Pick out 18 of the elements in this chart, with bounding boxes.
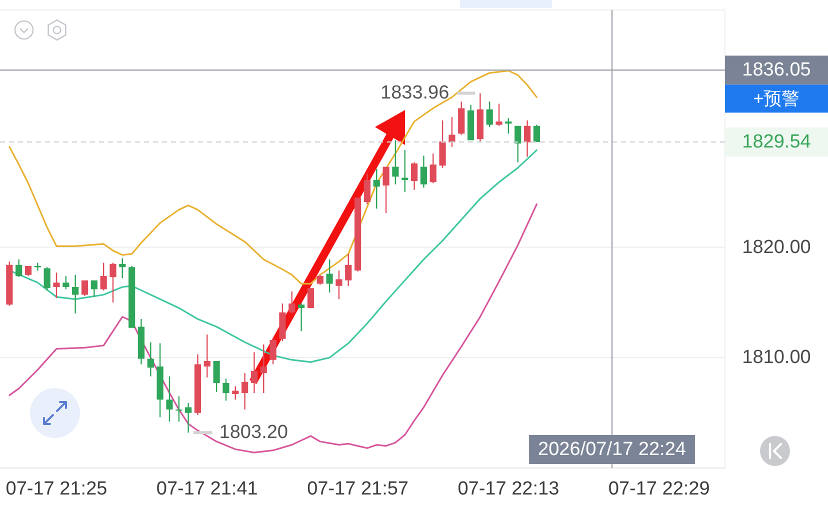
annotation: 1803.20 [219,422,288,444]
x-tick-label: 07-17 21:57 [307,478,409,500]
annotation: 1833.96 [380,82,476,104]
ref-line: 1836.05 [0,56,828,85]
x-tick-label: 07-17 21:25 [6,478,108,500]
y-tick-label: 1810.00 [742,347,811,368]
annotation: 1833.96 [380,82,450,104]
y-tick-label: 1820.00 [742,236,811,258]
ref-line-label: 1836.05 [742,60,811,81]
x-tick-label: 07-17 22:29 [608,478,710,500]
button: +预警 [725,84,828,113]
ref-line: 1829.54 [0,128,828,156]
ref-line-label: 2026/07/17 22:24 [538,439,686,460]
x-tick-label: 07-17 21:41 [156,478,258,500]
x-tick-label: 07-17 22:13 [458,478,560,500]
ref-line: 2026/07/17 22:24 [529,10,695,468]
annotation: 1803.20 [193,422,288,444]
ref-line-label: 1829.54 [742,131,812,152]
